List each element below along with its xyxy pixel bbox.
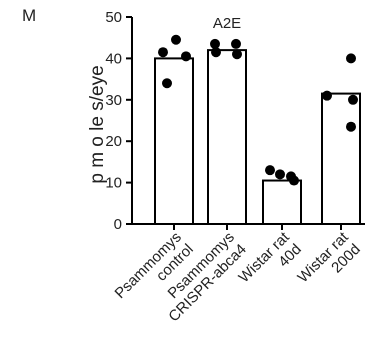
data-point-2-0 (265, 165, 275, 176)
data-point-0-0 (171, 34, 181, 45)
data-point-1-1 (231, 38, 241, 49)
data-point-2-1 (275, 169, 285, 180)
data-point-1-3 (232, 49, 242, 60)
y-tick-label-30: 30 (105, 92, 122, 109)
data-point-3-1 (322, 90, 332, 101)
data-point-1-2 (211, 47, 221, 58)
data-point-0-3 (162, 78, 172, 89)
bar-0 (154, 57, 194, 226)
data-point-0-2 (181, 51, 191, 62)
chart-title: A2E (213, 15, 241, 32)
bar-1 (207, 49, 247, 226)
panel-label: M (22, 6, 37, 25)
data-point-2-3 (289, 175, 299, 186)
data-point-3-0 (346, 53, 356, 64)
data-point-3-3 (346, 121, 356, 132)
data-point-0-1 (158, 47, 168, 58)
bar-3 (321, 92, 361, 225)
data-point-1-0 (210, 38, 220, 49)
data-point-3-2 (348, 94, 358, 105)
y-tick-label-10: 10 (105, 175, 122, 192)
y-tick-label-50: 50 (105, 9, 122, 26)
y-axis-label: p m o le s/eye (87, 65, 108, 183)
y-tick-label-20: 20 (105, 133, 122, 150)
x-tick-label-3: Wistar rat200d (294, 228, 364, 298)
x-tick-label-2: Wistar rat40d (235, 228, 305, 298)
y-tick-label-0: 0 (114, 216, 122, 233)
y-tick-label-40: 40 (105, 50, 122, 67)
bar-2 (262, 179, 302, 225)
